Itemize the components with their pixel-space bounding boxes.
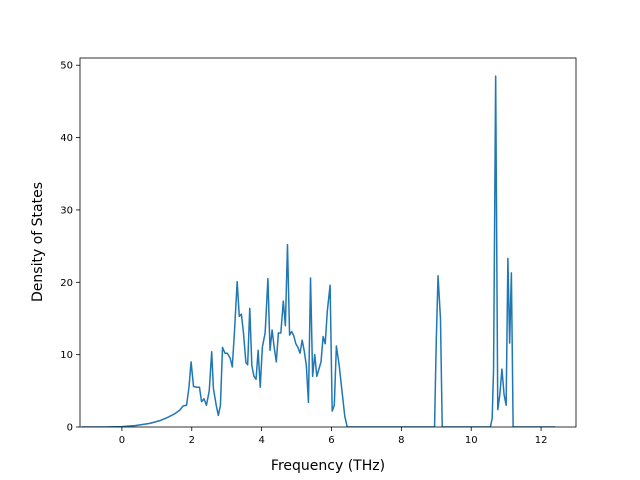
x-tick-label: 8 — [398, 435, 404, 446]
y-axis-label: Density of States — [30, 182, 46, 302]
x-axis-label: Frequency (THz) — [271, 458, 385, 474]
axes-frame — [79, 57, 577, 428]
y-tick-label: 20 — [60, 278, 73, 289]
x-tick-label: 4 — [258, 435, 264, 446]
y-tick-label: 40 — [60, 133, 73, 144]
plot-layer — [81, 75, 556, 427]
dos-series-line — [81, 75, 556, 427]
x-tick-label: 6 — [328, 435, 334, 446]
tick-layer: 0 2 4 6 8 10 12 0 10 20 30 40 50 — [60, 57, 577, 446]
x-tick-label: 10 — [465, 435, 478, 446]
y-tick-label: 0 — [67, 423, 73, 434]
x-tick-label: 12 — [535, 435, 548, 446]
x-tick-label: 2 — [189, 435, 195, 446]
x-tick-label: 0 — [119, 435, 125, 446]
y-tick-label: 10 — [60, 350, 73, 361]
y-tick-label: 30 — [60, 205, 73, 216]
y-tick-label: 50 — [60, 61, 73, 72]
